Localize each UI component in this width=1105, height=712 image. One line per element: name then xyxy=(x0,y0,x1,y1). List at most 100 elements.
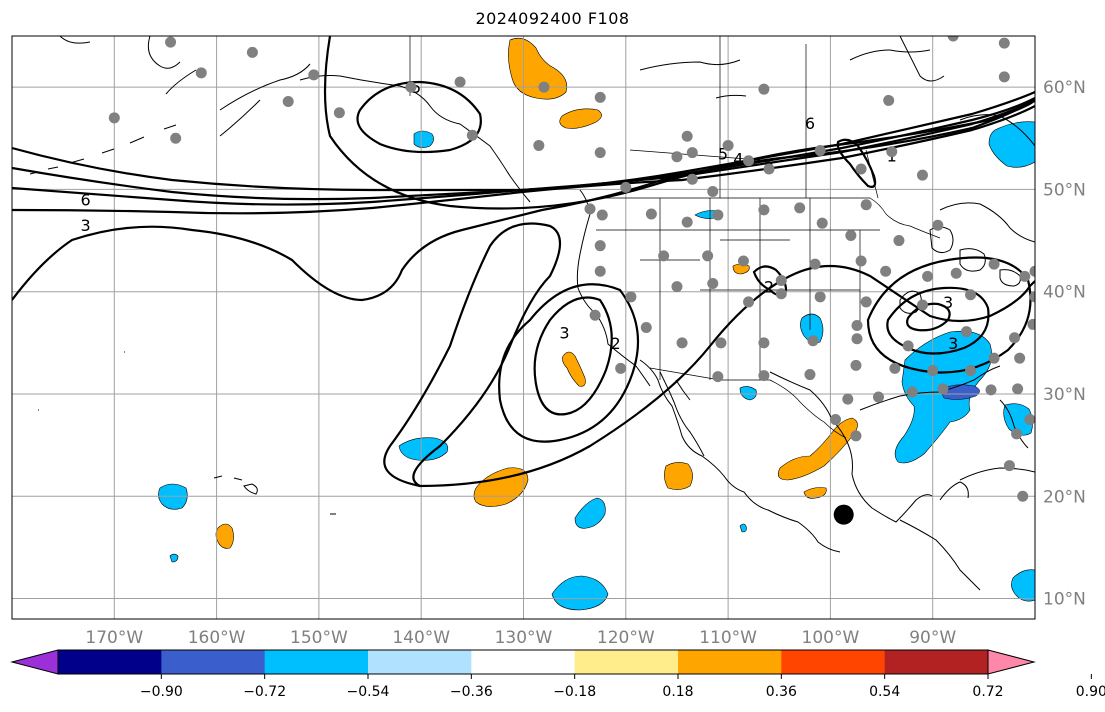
coastline-central-america xyxy=(899,481,981,591)
contour-label: 3 xyxy=(943,293,953,312)
contour-label: 4 xyxy=(733,150,743,169)
marker-layer xyxy=(833,504,854,525)
lon-tick-label: 140°W xyxy=(392,628,450,648)
station-dot xyxy=(170,132,182,144)
station-dot xyxy=(165,36,177,48)
coastline-florida xyxy=(999,399,1029,449)
colorbar-segment xyxy=(884,650,989,674)
station-dot xyxy=(707,278,719,290)
lat-tick-label: 10°N xyxy=(1043,590,1086,610)
station-dot xyxy=(758,83,770,95)
colorbar-tick-label: −0.36 xyxy=(450,684,493,700)
station-dot xyxy=(855,163,867,175)
station-dot xyxy=(658,250,670,262)
station-dot xyxy=(333,107,345,119)
station-dot xyxy=(584,203,596,215)
colorbar-segment xyxy=(471,650,576,674)
contour-line-closed xyxy=(533,296,613,416)
station-dot xyxy=(883,94,895,106)
contour-line xyxy=(12,105,1035,215)
contour-label: 2 xyxy=(764,278,774,297)
lat-tick-label: 30°N xyxy=(1043,385,1086,405)
station-dot xyxy=(282,95,294,107)
shaded-region-negative xyxy=(398,437,449,461)
station-dot xyxy=(594,91,606,103)
shaded-region-negative xyxy=(551,575,609,611)
colorbar-tick-label: −0.18 xyxy=(553,684,596,700)
colorbar-segment xyxy=(368,650,472,674)
station-dot xyxy=(850,430,862,442)
station-dot xyxy=(702,250,714,262)
coastlines xyxy=(29,36,1035,591)
station-dot xyxy=(195,67,207,79)
colorbar-extend-min xyxy=(10,649,59,675)
shaded-fields xyxy=(158,37,1035,611)
contour-label: 2 xyxy=(610,334,620,353)
shaded-region-negative xyxy=(739,523,747,533)
shaded-region-negative xyxy=(169,553,179,563)
station-dot xyxy=(816,217,828,229)
station-dot xyxy=(594,147,606,159)
coastline-canada-north xyxy=(639,36,1035,243)
lon-tick-label: 160°W xyxy=(188,628,246,648)
colorbar-tick-label: 0.54 xyxy=(869,684,900,700)
contour-label: 3 xyxy=(948,334,958,353)
station-dot xyxy=(707,185,719,197)
station-dot xyxy=(722,139,734,151)
station-dot xyxy=(775,288,787,300)
lat-tick-label: 20°N xyxy=(1043,487,1086,507)
station-dot xyxy=(1011,428,1023,440)
station-dot xyxy=(1017,490,1029,502)
station-dot xyxy=(712,209,724,221)
contour-lines xyxy=(12,36,1035,488)
station-dot xyxy=(712,371,724,383)
station-dot xyxy=(880,265,892,277)
station-dot xyxy=(807,335,819,347)
axis-labels: 170°W 160°W 150°W 140°W 130°W 120°W 110°W 100°W… xyxy=(85,78,1085,648)
station-dot xyxy=(965,364,977,376)
colorbar: −0.90 −0.72 −0.54 −0.36 −0.18 0.18 0.36 0.54 0.7… xyxy=(10,649,1105,700)
contour-line xyxy=(12,99,1035,302)
station-dot xyxy=(596,209,608,221)
station-dot xyxy=(893,235,905,247)
shaded-region-positive xyxy=(559,108,602,129)
colorbar-outline xyxy=(57,649,989,675)
contour-line xyxy=(383,222,1035,488)
station-dot xyxy=(715,337,727,349)
shaded-region-negative xyxy=(739,386,757,401)
shaded-region-negative xyxy=(1003,403,1033,436)
shaded-region-positive xyxy=(473,467,529,507)
station-dot xyxy=(860,296,872,308)
station-dot xyxy=(758,337,770,349)
contour-line xyxy=(12,99,1035,206)
station-dot xyxy=(851,319,863,331)
station-dot xyxy=(620,181,632,193)
station-dot xyxy=(1003,460,1015,472)
contour-line-closed xyxy=(836,138,877,188)
colorbar-tick-label: 0.90 xyxy=(1076,684,1105,700)
station-dot xyxy=(814,145,826,157)
station-dot xyxy=(686,147,698,159)
coastline-alaska xyxy=(59,36,531,203)
shaded-region-negative xyxy=(413,130,434,148)
station-dot xyxy=(845,229,857,241)
station-dot xyxy=(886,146,898,158)
station-dot xyxy=(830,414,842,426)
station-dot xyxy=(916,299,928,311)
contour-label: 3 xyxy=(559,324,569,343)
shaded-region-negative xyxy=(574,497,606,529)
station-dot xyxy=(671,281,683,293)
shaded-region-positive xyxy=(664,462,693,490)
shaded-region-positive xyxy=(803,487,827,499)
station-dots xyxy=(108,36,1035,502)
contour-line-closed xyxy=(498,283,640,443)
contour-line-closed xyxy=(886,286,990,355)
station-dot xyxy=(988,258,1000,270)
station-dot xyxy=(615,362,627,374)
colorbar-segment xyxy=(678,650,782,674)
station-dot xyxy=(988,352,1000,364)
shaded-region-negative xyxy=(1011,569,1035,602)
colorbar-tick-label: −0.54 xyxy=(347,684,390,700)
lon-tick-label: 130°W xyxy=(495,628,553,648)
